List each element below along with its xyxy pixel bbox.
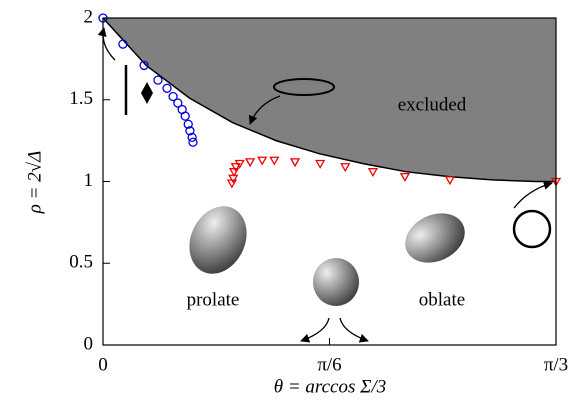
y-tick-label: 0.5 <box>69 252 93 273</box>
y-tick-label: 1.5 <box>69 88 93 109</box>
circle-point <box>173 98 183 108</box>
y-tick-label: 2 <box>84 6 94 27</box>
circle-icon <box>512 209 552 249</box>
circle-point <box>168 91 178 102</box>
arrow <box>339 317 369 343</box>
triangle-point <box>340 163 351 173</box>
arrow <box>248 95 281 125</box>
circle-point <box>153 75 163 85</box>
circle-point <box>183 119 193 129</box>
triangle-point <box>367 168 379 178</box>
x-tick-label: π/6 <box>317 354 341 375</box>
triangle-point <box>399 172 411 182</box>
excluded-region <box>103 18 556 182</box>
annotation: prolate <box>187 289 240 310</box>
triangle-point <box>269 156 280 166</box>
annotation: oblate <box>419 289 465 310</box>
triangle-point <box>315 159 326 169</box>
circle-point <box>180 111 190 121</box>
oblate-shape <box>405 213 465 263</box>
annotation: excluded <box>398 94 467 115</box>
circle-point <box>188 137 198 147</box>
x-tick-label: π/3 <box>544 354 568 375</box>
triangle-point <box>257 156 268 166</box>
triangle-point <box>244 158 256 168</box>
plot-frame <box>102 17 557 346</box>
y-tick-label: 1 <box>84 170 94 191</box>
arrow <box>97 27 116 61</box>
triangle-point <box>234 159 245 169</box>
y-axis-label: ρ = 2√Δ <box>24 151 45 215</box>
circle-point <box>162 83 172 93</box>
arrow <box>513 180 553 209</box>
circle-point <box>118 39 128 49</box>
circle-point <box>187 132 197 143</box>
prolate-shape <box>189 206 247 274</box>
x-axis-label: θ = arccos Σ/3 <box>274 376 386 397</box>
x-tick-label: 0 <box>98 354 108 375</box>
triangle-point <box>230 163 241 173</box>
boundary-line <box>102 17 556 183</box>
triangle-point <box>289 158 301 168</box>
arrow <box>300 317 330 343</box>
diamond-marker <box>141 82 153 104</box>
sphere-shape <box>313 258 359 306</box>
y-tick-label: 0 <box>84 333 94 354</box>
circle-point <box>185 126 195 136</box>
ring-icon <box>273 78 335 96</box>
triangle-point <box>444 176 456 186</box>
circle-point <box>139 60 149 71</box>
